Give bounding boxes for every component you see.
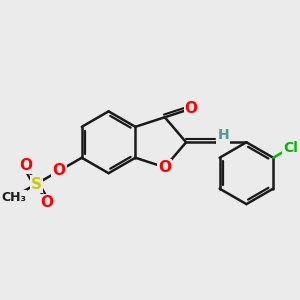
Text: O: O [185,101,198,116]
Text: O: O [52,164,65,178]
Text: H: H [218,128,229,142]
Text: O: O [19,158,32,173]
Text: S: S [31,176,42,191]
Text: O: O [158,160,171,175]
Text: Cl: Cl [283,141,298,155]
Text: CH₃: CH₃ [1,191,26,204]
Text: O: O [40,195,54,210]
